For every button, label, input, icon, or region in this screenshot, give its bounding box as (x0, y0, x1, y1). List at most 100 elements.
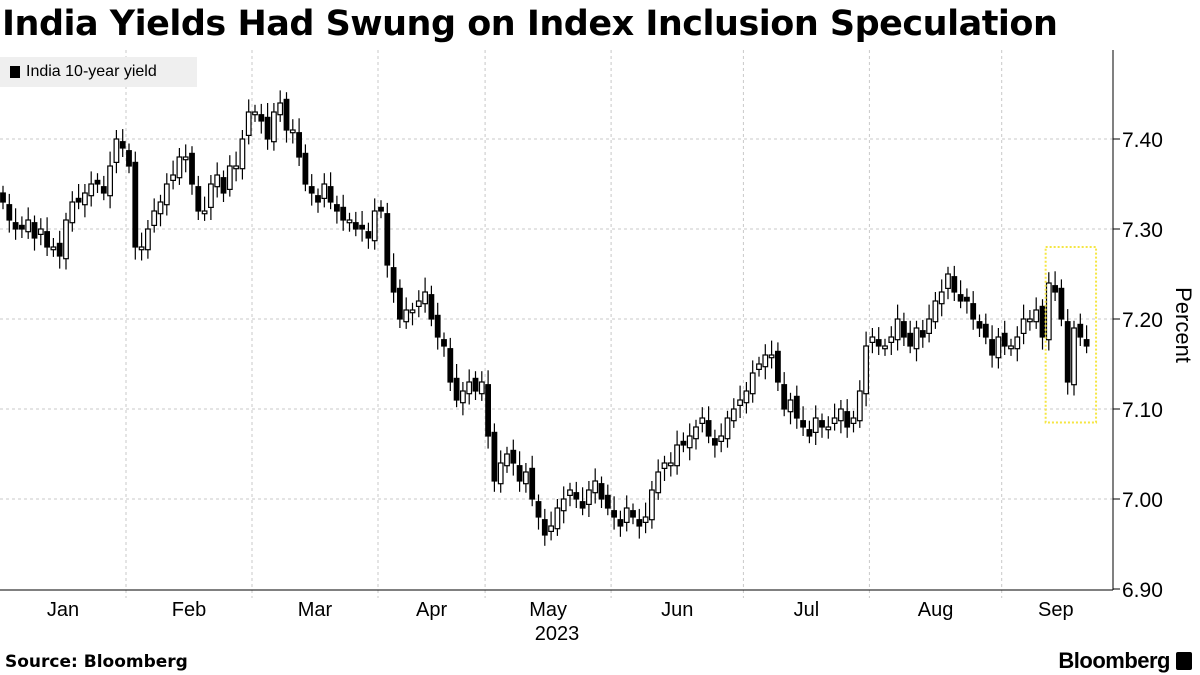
candle-body-up (724, 417, 731, 440)
candle-body-down (919, 330, 926, 338)
candle (686, 423, 693, 461)
candle (655, 459, 662, 500)
candle (579, 487, 586, 516)
candle-body-down (447, 348, 454, 383)
candle (567, 482, 573, 507)
candle (932, 292, 939, 329)
candle-body-down (510, 449, 517, 464)
candle (1052, 271, 1059, 301)
candle-body-up (686, 435, 693, 449)
candle (258, 103, 265, 134)
candle (277, 90, 284, 122)
candle-body-up (560, 498, 567, 512)
candle-body-up (762, 354, 769, 368)
candle-body-down (604, 494, 611, 509)
candle-body-down (535, 501, 542, 518)
candle-body-down (970, 303, 977, 320)
candle-body-down (1064, 321, 1071, 383)
candle-body-down (19, 224, 25, 230)
candle-body-down (680, 440, 687, 446)
candle-body-down (264, 116, 271, 140)
candle-body-up (913, 327, 920, 350)
candle (1026, 310, 1033, 331)
candle-body-down (189, 152, 195, 185)
candle-body-up (170, 174, 177, 182)
candle (510, 439, 517, 476)
candle (415, 290, 422, 318)
candle (0, 185, 6, 210)
candle-body-up (245, 111, 252, 136)
candle (163, 173, 170, 216)
candle (107, 151, 114, 209)
candle (403, 297, 410, 329)
candle-body-down (976, 321, 983, 329)
candle-body-up (163, 183, 170, 206)
candle-body-down (907, 332, 914, 347)
candle-body-up (667, 462, 674, 467)
candle (208, 175, 214, 220)
candle-body-up (252, 111, 258, 116)
candle (617, 510, 624, 537)
candle-body-down (258, 114, 265, 122)
candle (233, 151, 240, 182)
candle (623, 495, 630, 532)
candle (460, 382, 466, 416)
candle (957, 280, 964, 309)
candle-body-down (340, 206, 347, 221)
candle-body-up (661, 462, 668, 470)
candle-body-up (403, 309, 410, 323)
candle-body-down (302, 152, 309, 185)
logo-text: Bloomberg (1058, 648, 1170, 673)
candle-body-down (875, 339, 882, 347)
candle-body-down (630, 510, 636, 518)
candle (894, 304, 901, 351)
candle-body-down (793, 395, 800, 419)
candle-body-up (548, 525, 554, 533)
candle (88, 171, 95, 207)
candle-body-down (529, 467, 536, 500)
candle (176, 148, 183, 185)
candle-body-up (321, 183, 328, 199)
candle-body-up (145, 228, 151, 251)
y-tick-label: 7.20 (1122, 309, 1163, 332)
candle (182, 144, 189, 173)
candle (529, 455, 536, 507)
candle-body-down (982, 323, 989, 338)
candle-body-up (157, 201, 164, 215)
candle (119, 129, 126, 157)
candle-body-down (472, 377, 479, 392)
candle-body-up (737, 399, 743, 407)
candle-body-up (63, 219, 69, 260)
candle-body-up (69, 201, 76, 224)
x-month-label: Jun (661, 599, 693, 621)
candle (926, 304, 932, 343)
candle (756, 356, 762, 377)
candle-body-up (289, 129, 296, 134)
candle (132, 151, 139, 260)
candle (1071, 320, 1077, 396)
candle-body-up (460, 390, 466, 404)
candle (245, 99, 252, 145)
candle (44, 217, 50, 256)
candle-body-up (693, 426, 699, 440)
candle (1020, 304, 1027, 345)
candle-body-down (1001, 332, 1008, 347)
candle-body-up (1071, 327, 1077, 386)
candle-body-up (938, 291, 945, 305)
candle (693, 419, 699, 450)
candle-body-down (819, 420, 825, 428)
logo-mark-icon (1176, 652, 1192, 670)
candle-body-up (812, 417, 819, 433)
candle (825, 416, 832, 439)
candle (718, 423, 725, 453)
candle (938, 279, 945, 317)
candle (157, 194, 164, 227)
candle-body-down (573, 492, 580, 500)
candle (554, 499, 561, 536)
candle-body-up (1045, 282, 1052, 341)
candle-body-down (56, 242, 63, 257)
x-month-label: Sep (1038, 599, 1074, 621)
candle (371, 198, 378, 250)
candle (340, 194, 347, 231)
candle-body-up (642, 516, 649, 524)
